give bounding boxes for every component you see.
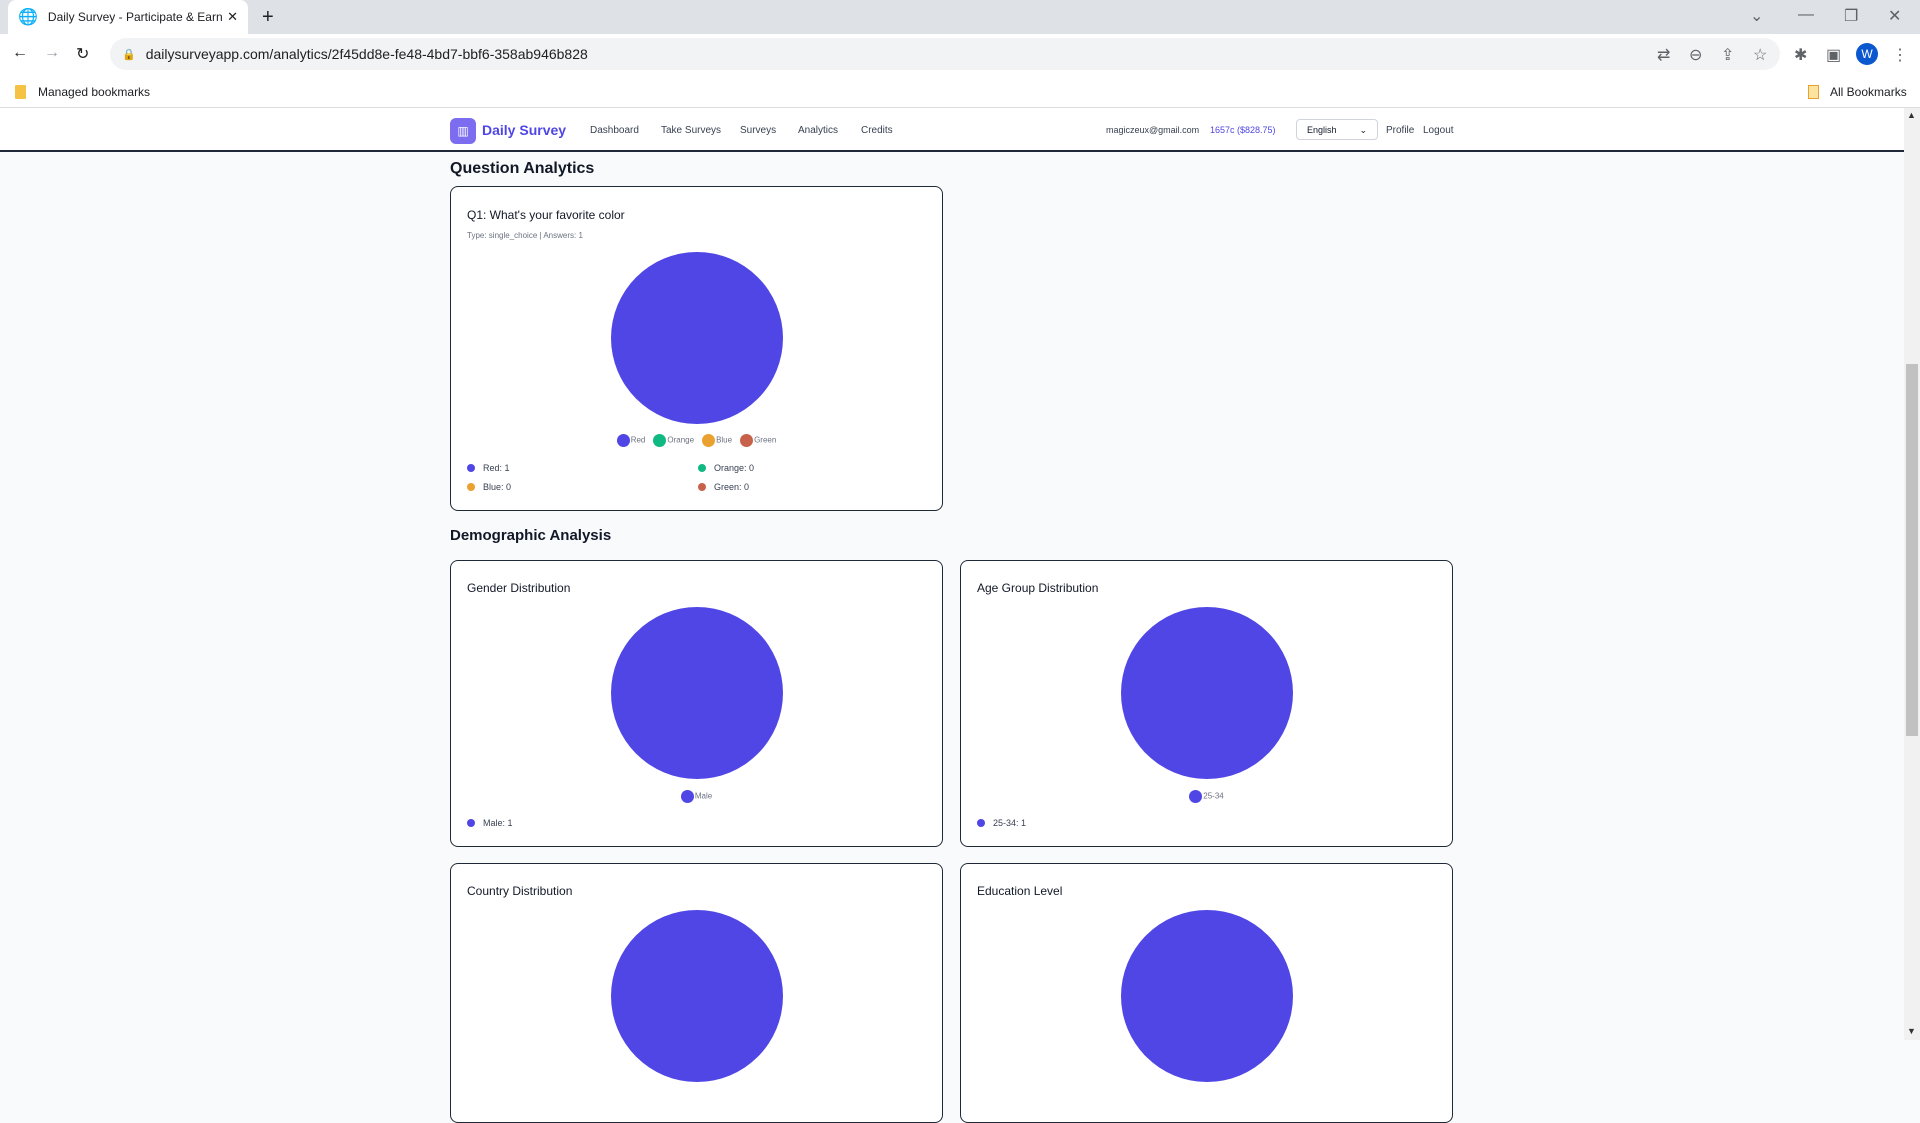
age-card: Age Group Distribution 25-34 25-34: 1 — [960, 560, 1453, 847]
avatar[interactable]: W — [1856, 43, 1878, 65]
nav-dashboard[interactable]: Dashboard — [590, 125, 639, 136]
card-title: Age Group Distribution — [977, 581, 1099, 595]
pie-slice-male[interactable] — [611, 607, 783, 779]
address-bar[interactable]: 🔒 dailysurveyapp.com/analytics/2f45dd8e-… — [110, 38, 1780, 70]
folder-icon — [1808, 85, 1819, 99]
scroll-up-icon[interactable]: ▲ — [1907, 110, 1916, 120]
count-green: Green: 0 — [698, 482, 749, 492]
side-panel-icon[interactable]: ▣ — [1826, 47, 1842, 64]
legend-red[interactable]: Red — [616, 434, 645, 447]
scrollbar-thumb[interactable] — [1906, 364, 1918, 736]
menu-icon[interactable]: ⋮ — [1892, 47, 1908, 64]
share-icon[interactable]: ⇪ — [1721, 47, 1735, 64]
browser-toolbar: ← → ↻ 🔒 dailysurveyapp.com/analytics/2f4… — [0, 34, 1920, 76]
scroll-down-icon[interactable]: ▼ — [1907, 1026, 1916, 1036]
back-icon[interactable]: ← — [12, 44, 28, 61]
all-bookmarks[interactable]: All Bookmarks — [1830, 85, 1907, 99]
pie-chart[interactable] — [611, 910, 783, 1082]
app-header: ▥ Daily Survey Dashboard Take Surveys Su… — [0, 108, 1904, 152]
section-heading: Demographic Analysis — [450, 527, 612, 544]
zoom-icon[interactable]: ⊖ — [1689, 47, 1703, 64]
gender-card: Gender Distribution Male Male: 1 — [450, 560, 943, 847]
count-blue: Blue: 0 — [467, 482, 511, 492]
chart-legend: 25-34 — [961, 790, 1452, 803]
extensions-icon[interactable]: ✱ — [1794, 47, 1808, 64]
question-card: Q1: What's your favorite color Type: sin… — [450, 186, 943, 511]
globe-icon: 🌐 — [18, 9, 38, 26]
bookmarks-bar: Managed bookmarks All Bookmarks — [0, 76, 1920, 108]
tab-title: Daily Survey - Participate & Earn — [47, 10, 223, 24]
nav-analytics[interactable]: Analytics — [798, 125, 839, 136]
pie-chart[interactable] — [1121, 910, 1293, 1082]
legend-green[interactable]: Green — [740, 434, 776, 447]
chart-legend: Red Orange Blue Green — [451, 434, 942, 447]
count-orange: Orange: 0 — [698, 463, 754, 473]
logo-icon[interactable]: ▥ — [450, 118, 476, 144]
user-email: magiczeux@gmail.com — [1106, 125, 1200, 135]
chart-legend: Male — [451, 790, 942, 803]
lock-icon: 🔒 — [122, 48, 136, 61]
translate-icon[interactable]: ⇄ — [1657, 47, 1671, 64]
minimize-icon[interactable]: — — [1798, 6, 1814, 23]
count-male: Male: 1 — [467, 818, 513, 828]
nav-take-surveys[interactable]: Take Surveys — [661, 125, 722, 136]
logout-link[interactable]: Logout — [1423, 125, 1454, 136]
card-title: Country Distribution — [467, 884, 573, 898]
card-title: Education Level — [977, 884, 1063, 898]
close-window-icon[interactable]: ✕ — [1888, 8, 1902, 25]
question-meta: Type: single_choice | Answers: 1 — [467, 231, 583, 240]
card-title: Gender Distribution — [467, 581, 571, 595]
close-tab-icon[interactable]: ✕ — [227, 9, 238, 24]
legend-male[interactable]: Male — [680, 790, 712, 803]
nav-credits[interactable]: Credits — [861, 125, 893, 136]
forward-icon[interactable]: → — [44, 44, 60, 61]
pie-slice-25-34[interactable] — [1121, 607, 1293, 779]
nav-surveys[interactable]: Surveys — [740, 125, 777, 136]
restore-icon[interactable]: ❐ — [1844, 8, 1859, 25]
language-value: English — [1307, 125, 1337, 135]
chevron-down-icon: ⌄ — [1359, 125, 1367, 135]
country-card: Country Distribution — [450, 863, 943, 1123]
language-select[interactable]: English ⌄ — [1296, 119, 1378, 140]
legend-25-34[interactable]: 25-34 — [1189, 790, 1224, 803]
managed-bookmarks[interactable]: Managed bookmarks — [38, 85, 151, 99]
education-card: Education Level — [960, 863, 1453, 1123]
browser-tab[interactable]: 🌐 Daily Survey - Participate & Earn ✕ — [8, 0, 248, 34]
pie-slice-red[interactable] — [611, 252, 783, 424]
tab-search-icon[interactable]: ⌄ — [1750, 8, 1764, 25]
credit-balance: 1657c ($828.75) — [1210, 125, 1276, 135]
reload-icon[interactable]: ↻ — [76, 46, 90, 63]
new-tab-icon[interactable]: + — [262, 6, 274, 28]
legend-blue[interactable]: Blue — [702, 434, 732, 447]
folder-icon — [15, 85, 26, 99]
count-red: Red: 1 — [467, 463, 510, 473]
profile-link[interactable]: Profile — [1386, 125, 1415, 136]
browser-tab-bar: 🌐 Daily Survey - Participate & Earn ✕ + … — [0, 0, 1920, 34]
page-heading: Question Analytics — [450, 160, 595, 177]
star-icon[interactable]: ☆ — [1753, 47, 1768, 64]
legend-orange[interactable]: Orange — [653, 434, 694, 447]
count-25-34: 25-34: 1 — [977, 818, 1026, 828]
url-text: dailysurveyapp.com/analytics/2f45dd8e-fe… — [145, 46, 588, 62]
question-title: Q1: What's your favorite color — [467, 208, 625, 222]
brand-name[interactable]: Daily Survey — [482, 122, 567, 138]
